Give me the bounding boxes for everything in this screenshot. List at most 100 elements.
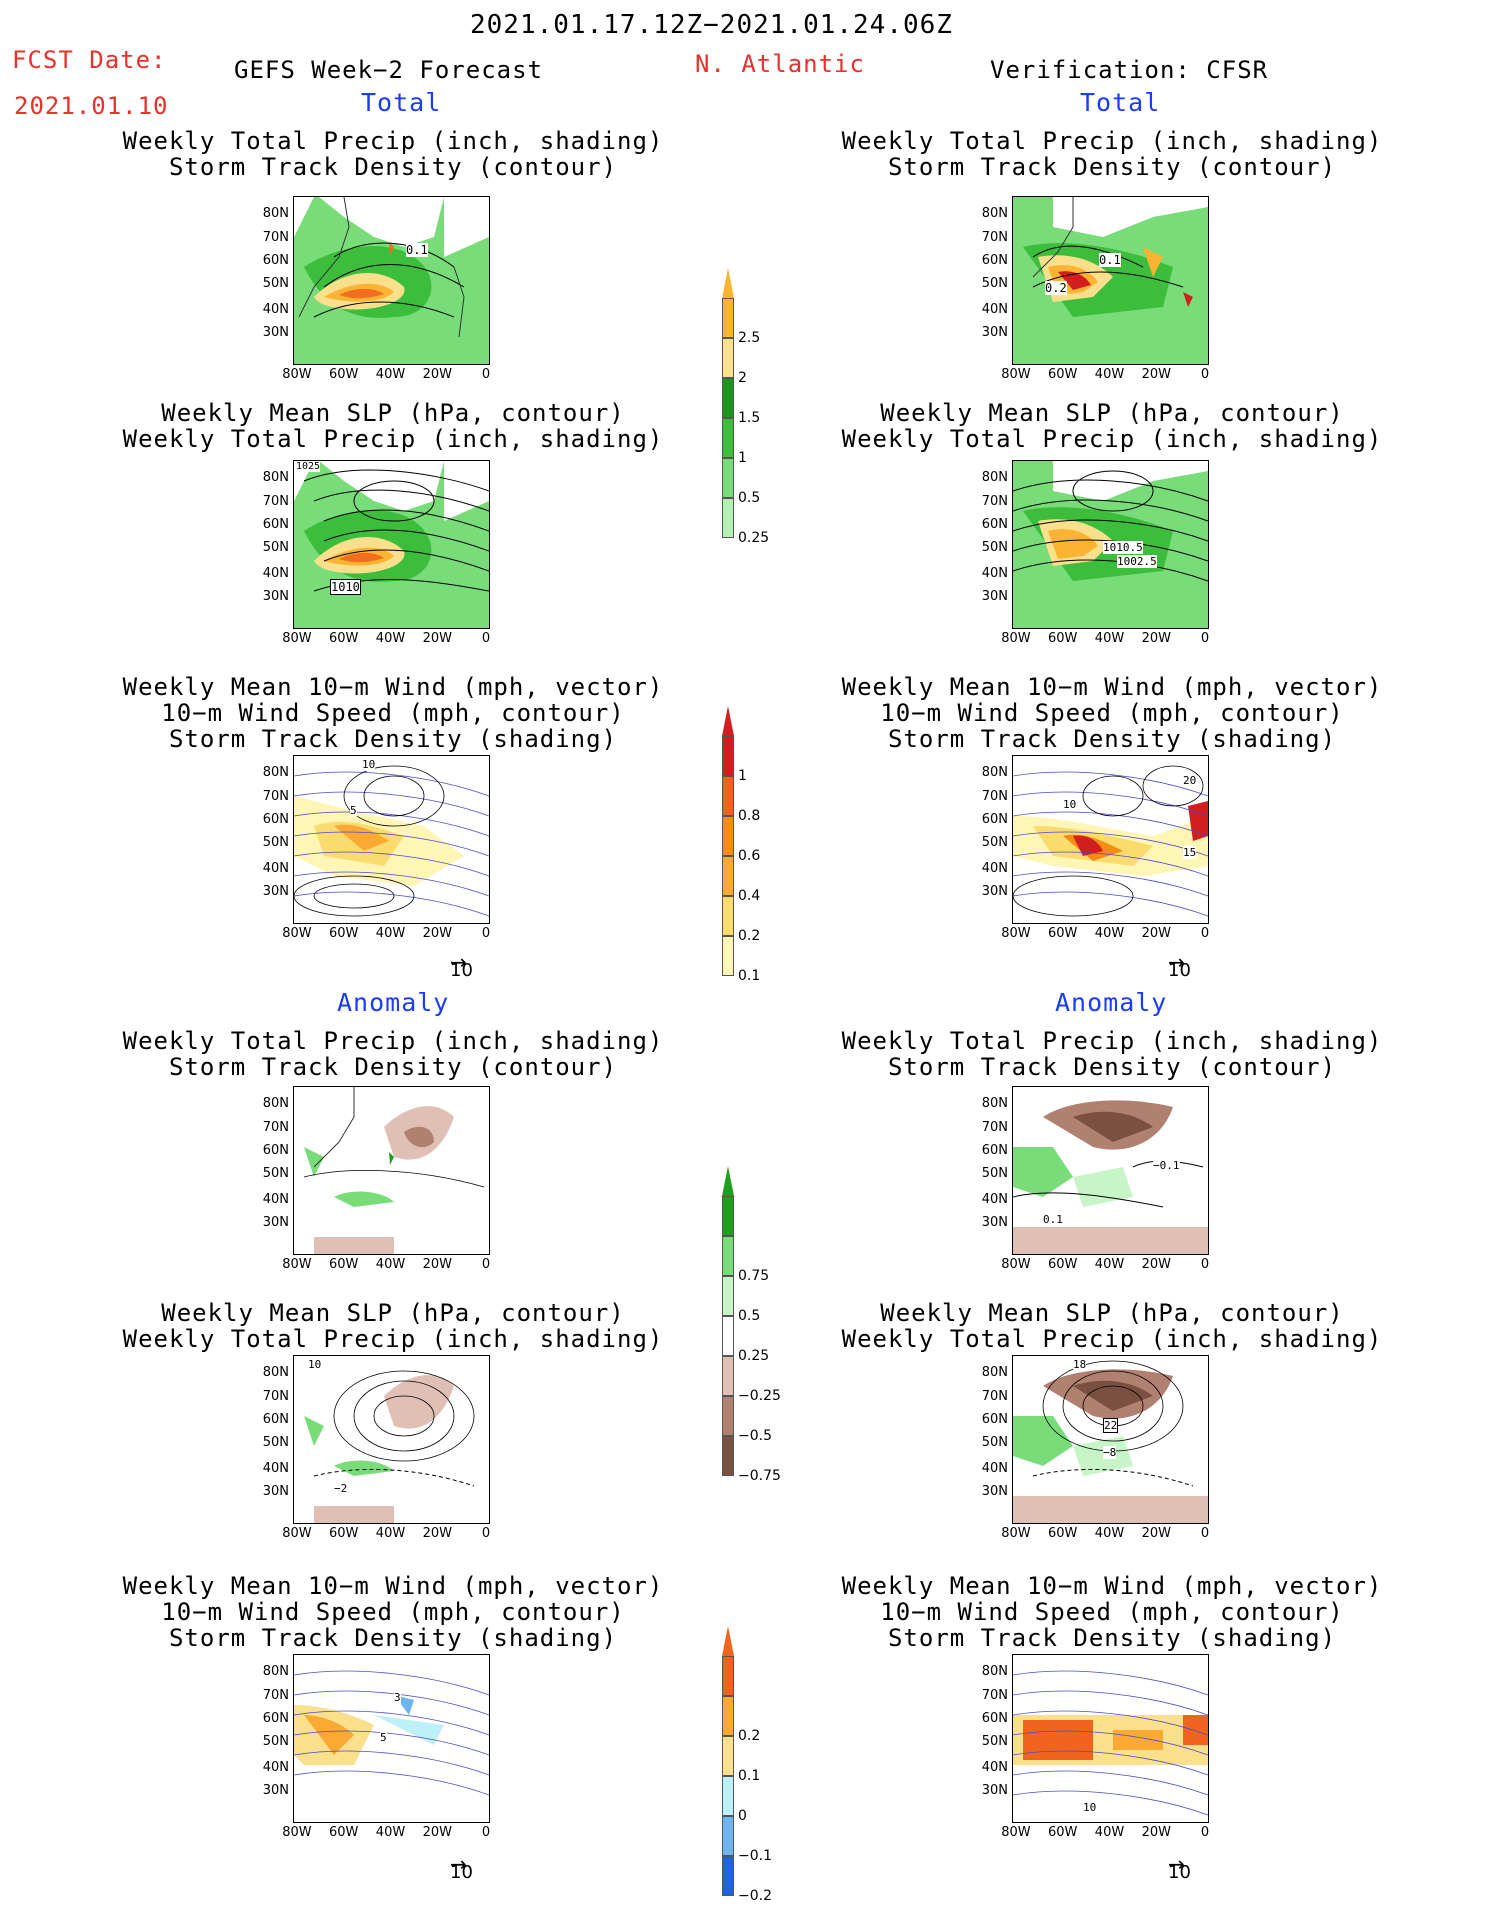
title-line: Weekly Mean SLP (hPa, contour) (161, 1299, 625, 1327)
x-tick-label: 40W (375, 926, 406, 941)
title-r1: Weekly Total Precip (inch, shading) Storm… (812, 128, 1412, 180)
x-tick-label: 40W (1094, 1257, 1125, 1272)
colorbar-label: 0.5 (738, 490, 761, 506)
y-tick-label: 70N (981, 229, 1008, 245)
contour-label: 22 (1103, 1418, 1119, 1433)
y-tick-label: 50N (981, 835, 1008, 851)
y-tick-label: 40N (981, 301, 1008, 317)
y-tick-label: 80N (981, 1096, 1008, 1112)
x-tick-label: 80W (282, 1257, 312, 1272)
colorbar-segment (722, 1196, 734, 1236)
x-tick-label: 0 (481, 1257, 491, 1272)
section-total-left: Total (361, 88, 442, 117)
y-tick-label: 70N (981, 493, 1008, 509)
x-tick-label: 80W (1001, 367, 1031, 382)
x-tick-label: 80W (282, 1526, 312, 1541)
date-range: 2021.01.17.12Z−2021.01.24.06Z (470, 10, 953, 40)
map-r5-anom-slp: 18 22 −8 (1012, 1355, 1209, 1524)
y-tick-label: 40N (262, 860, 289, 876)
section-total-right: Total (1080, 88, 1161, 117)
x-tick-label: 20W (422, 926, 452, 941)
y-tick-label: 30N (981, 883, 1008, 899)
title-line: 10−m Wind Speed (mph, contour) (161, 699, 625, 727)
title-line: Weekly Mean 10−m Wind (mph, vector) (122, 673, 664, 701)
colorbar-segment (722, 896, 734, 936)
y-tick-label: 60N (262, 253, 289, 269)
title-line: Weekly Mean 10−m Wind (mph, vector) (841, 673, 1383, 701)
y-tick-label: 60N (262, 1711, 289, 1727)
map-r6-anom-wind: 10 (1012, 1654, 1209, 1823)
colorbar-label: −0.25 (738, 1388, 781, 1404)
section-anomaly-left: Anomaly (337, 988, 450, 1017)
x-tick-label: 80W (1001, 926, 1031, 941)
title-line: Weekly Mean 10−m Wind (mph, vector) (841, 1572, 1383, 1600)
y-tick-label: 70N (262, 1119, 289, 1135)
map-l6-anom-wind: 3 5 (293, 1654, 490, 1823)
y-tick-label: 30N (262, 883, 289, 899)
colorbar-segment (722, 1436, 734, 1476)
x-tick-label: 40W (375, 1257, 406, 1272)
contour-label: 0.1 (406, 243, 428, 257)
colorbar-segment (722, 338, 734, 378)
model-title: GEFS Week−2 Forecast (234, 56, 543, 84)
contour-label: 10 (308, 1358, 322, 1371)
contour-label: 1025 (296, 461, 321, 472)
x-tick-label: 60W (1047, 367, 1078, 382)
y-tick-label: 70N (262, 788, 289, 804)
contour-label: −8 (1103, 1446, 1117, 1459)
colorbar-segment (722, 1856, 734, 1896)
x-tick-label: 40W (1094, 1825, 1125, 1840)
colorbar-arrow-top (722, 268, 734, 298)
y-tick-label: 70N (981, 1119, 1008, 1135)
map-r2-slp-precip: 1010.5 1002.5 (1012, 460, 1209, 629)
x-tick-label: 20W (1141, 926, 1171, 941)
x-tick-label: 20W (422, 1825, 452, 1840)
map-r1-precip-track: 0.1 0.2 (1012, 196, 1209, 365)
title-line: Weekly Mean SLP (hPa, contour) (161, 399, 625, 427)
title-line: Weekly Total Precip (inch, shading) (841, 1325, 1383, 1353)
x-tick-label: 0 (1200, 1257, 1210, 1272)
colorbar-label: 0.5 (738, 1308, 761, 1324)
x-tick-label: 80W (1001, 1526, 1031, 1541)
x-tick-label: 0 (1200, 1526, 1210, 1541)
x-tick-label: 60W (1047, 1825, 1078, 1840)
y-tick-label: 40N (981, 860, 1008, 876)
title-l4: Weekly Total Precip (inch, shading) Storm… (93, 1028, 693, 1080)
colorbar-segment (722, 1276, 734, 1316)
x-tick-label: 20W (1141, 1526, 1171, 1541)
y-tick-label: 50N (981, 1435, 1008, 1451)
x-tick-label: 80W (282, 926, 312, 941)
map-l4-anom-precip (293, 1086, 490, 1255)
region-title: N. Atlantic (695, 50, 865, 78)
contour-label: 10 (362, 758, 376, 771)
y-tick-label: 30N (981, 1214, 1008, 1230)
x-tick-label: 0 (481, 367, 491, 382)
contour-label: 10 (1083, 1801, 1097, 1814)
x-tick-label: 40W (1094, 1526, 1125, 1541)
y-tick-label: 40N (262, 1191, 289, 1207)
x-tick-label: 40W (375, 631, 406, 646)
y-tick-label: 60N (981, 1711, 1008, 1727)
y-tick-label: 70N (981, 788, 1008, 804)
title-r6: Weekly Mean 10−m Wind (mph, vector) 10−m … (812, 1573, 1412, 1651)
y-tick-label: 50N (262, 1166, 289, 1182)
vector-ref-r3: → 10 (1168, 950, 1191, 981)
contour-label: 5 (350, 804, 357, 817)
x-tick-label: 60W (1047, 926, 1078, 941)
contour-label: 18 (1073, 1358, 1087, 1371)
title-line: Storm Track Density (shading) (887, 725, 1337, 753)
x-tick-label: 80W (282, 1825, 312, 1840)
colorbar-segment (722, 936, 734, 976)
y-tick-label: 60N (981, 812, 1008, 828)
x-tick-label: 0 (481, 926, 491, 941)
y-tick-label: 80N (981, 1365, 1008, 1381)
x-tick-label: 20W (422, 1526, 452, 1541)
y-tick-label: 50N (262, 1435, 289, 1451)
title-line: Storm Track Density (shading) (887, 1624, 1337, 1652)
x-tick-label: 0 (1200, 631, 1210, 646)
x-tick-label: 20W (422, 367, 452, 382)
x-tick-label: 20W (1141, 367, 1171, 382)
y-tick-label: 80N (262, 470, 289, 486)
colorbar-segment (722, 1696, 734, 1736)
x-tick-label: 60W (328, 367, 359, 382)
